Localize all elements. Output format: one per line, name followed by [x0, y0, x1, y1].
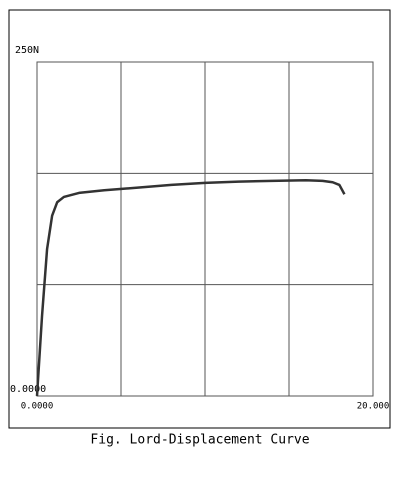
- chart-title: Fig. Lord-Displacement Curve: [90, 433, 309, 448]
- y-tick-label: 0.0000: [10, 384, 46, 395]
- data-line: [35, 178, 346, 397]
- frame: [8, 9, 391, 429]
- y-tick-label: 250N: [15, 45, 39, 56]
- x-tick-label: 20.000: [357, 402, 390, 412]
- x-tick-label: 0.0000: [21, 402, 54, 412]
